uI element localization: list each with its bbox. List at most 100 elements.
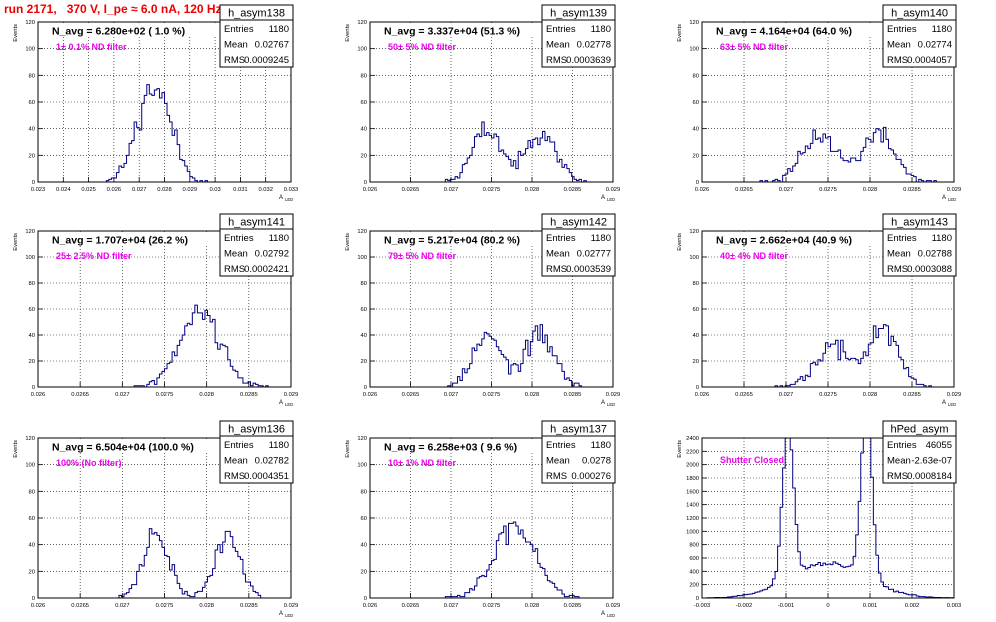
navg-label: N_avg = 2.662e+04 (40.9 %): [716, 235, 852, 247]
x-tick-label: 0.0285: [564, 392, 582, 398]
navg-label: N_avg = 6.258e+03 ( 9.6 %): [384, 442, 517, 454]
x-tick-label: 0.026: [363, 187, 378, 193]
stats-value: 0.000276: [571, 471, 611, 482]
x-tick-label: 0.032: [258, 187, 273, 193]
stats-label: Entries: [546, 233, 576, 244]
x-tick-label: 0.0265: [71, 392, 89, 398]
x-axis-label-subscript: LED: [285, 402, 293, 407]
x-tick-label: 0.0265: [71, 603, 89, 609]
stats-value: 0.0003539: [566, 264, 611, 275]
stats-box: [541, 420, 616, 484]
navg-label: N_avg = 1.707e+04 (26.2 %): [52, 235, 188, 247]
x-tick-label: 0.027: [779, 392, 794, 398]
x-tick-label: -0.003: [694, 603, 710, 609]
y-tick-label: 120: [357, 20, 367, 26]
stats-label: Entries: [887, 24, 917, 35]
y-tick-label: 80: [361, 489, 367, 495]
x-tick-label: 0.0285: [903, 187, 921, 193]
x-tick-label: 0.0285: [564, 187, 582, 193]
x-tick-label: 0.027: [444, 187, 459, 193]
histogram-series: [702, 437, 955, 599]
stats-label: RMS: [887, 471, 908, 482]
y-tick-label: 20: [29, 153, 35, 159]
stats-value: 1180: [591, 440, 611, 451]
stats-box: [882, 420, 957, 484]
x-tick-label: 0: [826, 603, 829, 609]
x-tick-label: 0.029: [947, 187, 962, 193]
y-axis-label: Events: [345, 24, 351, 42]
stats-value: 0.02774: [918, 40, 952, 51]
stats-label: RMS: [546, 471, 567, 482]
y-axis-label: Events: [677, 24, 683, 42]
y-tick-label: 80: [29, 73, 35, 79]
x-axis-label: A: [279, 400, 283, 406]
stats-label: RMS: [224, 264, 245, 275]
y-tick-label: 600: [689, 556, 699, 562]
x-tick-label: 0.003: [947, 603, 962, 609]
x-axis-label-subscript: LED: [948, 197, 956, 202]
x-tick-label: -0.001: [778, 603, 794, 609]
x-tick-label: 0.0275: [483, 392, 501, 398]
histogram-panel-h_asym140: 0.026 0.0265 0.027 0.0275 0.028 0.0285 0.029 0 2…: [677, 4, 962, 202]
stats-value: 1180: [591, 24, 611, 35]
histogram-panel-h_asym137: 0.026 0.0265 0.027 0.0275 0.028 0.0285 0.029 0 2…: [345, 420, 620, 618]
stats-histogram-name: h_asym141: [228, 217, 285, 229]
x-tick-label: 0.0265: [402, 392, 420, 398]
stats-value: 0.0278: [582, 456, 611, 467]
y-tick-label: 0: [364, 385, 367, 391]
filter-annotation: 100% (No filter): [56, 458, 122, 468]
y-axis-label: Events: [13, 233, 19, 251]
x-tick-label: 0.0265: [735, 392, 753, 398]
y-tick-label: 120: [689, 20, 699, 26]
stats-label: Mean: [224, 249, 248, 260]
y-tick-label: 120: [25, 436, 35, 442]
x-tick-label: 0.002: [905, 603, 920, 609]
filter-annotation: Shutter Closed: [720, 455, 784, 465]
x-axis-label: A: [601, 611, 605, 617]
y-tick-label: 20: [29, 569, 35, 575]
y-tick-label: 0: [32, 596, 35, 602]
x-tick-label: 0.027: [132, 187, 147, 193]
y-tick-label: 20: [361, 153, 367, 159]
histogram-series: [38, 304, 291, 388]
histogram-panel-h_asym141: 0.026 0.0265 0.027 0.0275 0.028 0.0285 0.029 0 2…: [13, 213, 299, 407]
x-tick-label: 0.001: [863, 603, 878, 609]
stats-label: Mean: [887, 456, 911, 467]
x-tick-label: 0.0275: [483, 603, 501, 609]
stats-label: RMS: [546, 55, 567, 66]
x-axis-label-subscript: LED: [607, 197, 615, 202]
navg-background: [42, 440, 218, 453]
x-tick-label: 0.026: [363, 603, 378, 609]
y-axis-label: Events: [677, 233, 683, 251]
y-tick-label: 2200: [686, 449, 699, 455]
x-tick-label: 0.026: [31, 392, 46, 398]
filter-annotation: 1± 0.1% ND filter: [56, 42, 127, 52]
stats-label: Entries: [224, 440, 254, 451]
x-tick-label: 0.029: [284, 392, 299, 398]
y-tick-label: 40: [29, 333, 35, 339]
y-tick-label: 120: [357, 436, 367, 442]
x-tick-label: 0.0275: [819, 392, 837, 398]
histogram-panel-h_asym136: 0.026 0.0265 0.027 0.0275 0.028 0.0285 0.029 0 2…: [13, 420, 298, 618]
y-tick-label: 20: [29, 359, 35, 365]
y-tick-label: 40: [693, 127, 699, 133]
navg-label: N_avg = 6.504e+04 (100.0 %): [52, 442, 194, 454]
x-tick-label: 0.028: [525, 187, 540, 193]
y-tick-label: 0: [32, 385, 35, 391]
x-tick-label: 0.027: [779, 187, 794, 193]
x-axis-label-subscript: LED: [607, 613, 615, 618]
x-tick-label: 0.026: [695, 187, 710, 193]
stats-value: -2.63e-07: [911, 456, 952, 467]
y-tick-label: 100: [25, 463, 35, 469]
y-tick-label: 40: [361, 333, 367, 339]
stats-value: 1180: [269, 233, 289, 244]
y-tick-label: 120: [357, 229, 367, 235]
navg-background: [42, 233, 218, 246]
stats-value: 0.0003639: [566, 55, 611, 66]
y-tick-label: 60: [361, 516, 367, 522]
run-title: run 2171, 370 V, I_pe ≈ 6.0 nA, 120 Hz: [4, 2, 222, 16]
x-tick-label: 0.027: [115, 603, 130, 609]
y-tick-label: 400: [689, 569, 699, 575]
stats-label: Mean: [546, 249, 570, 260]
